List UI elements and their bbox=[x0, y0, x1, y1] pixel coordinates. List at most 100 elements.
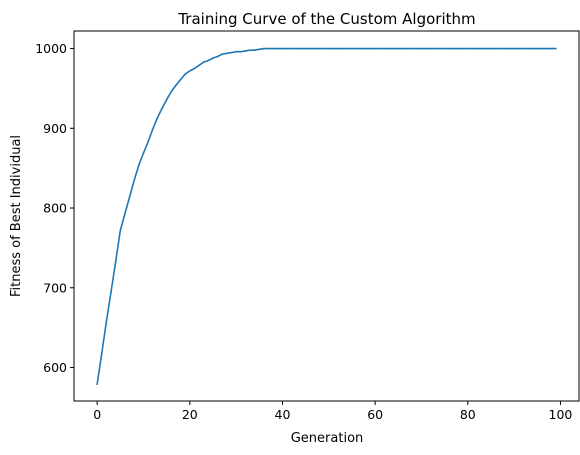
data-point bbox=[402, 47, 404, 50]
data-points bbox=[96, 47, 557, 386]
data-point bbox=[216, 55, 219, 58]
data-point bbox=[388, 47, 390, 50]
data-point bbox=[453, 47, 455, 50]
data-point bbox=[258, 48, 261, 51]
data-point bbox=[318, 47, 321, 50]
data-point bbox=[165, 98, 168, 101]
data-point bbox=[429, 47, 432, 50]
x-axis-ticks: 0 20 40 60 80 100 bbox=[93, 401, 572, 422]
data-point bbox=[105, 320, 108, 323]
data-point bbox=[138, 164, 140, 166]
data-point bbox=[290, 47, 293, 50]
data-point bbox=[499, 47, 502, 50]
data-point bbox=[323, 47, 325, 50]
data-point bbox=[235, 50, 237, 53]
y-tick-label: 1000 bbox=[35, 41, 67, 56]
data-point bbox=[462, 47, 464, 50]
data-point bbox=[253, 49, 256, 51]
data-point bbox=[443, 47, 446, 50]
data-point bbox=[397, 47, 400, 50]
data-point bbox=[369, 47, 372, 50]
data-point bbox=[96, 383, 98, 386]
data-point bbox=[406, 47, 409, 50]
y-tick-label: 900 bbox=[43, 121, 67, 136]
data-point bbox=[230, 51, 233, 54]
x-tick-label: 40 bbox=[275, 407, 291, 422]
y-axis-label: Fitness of Best Individual bbox=[9, 135, 24, 297]
data-point bbox=[300, 47, 302, 50]
y-tick-label: 600 bbox=[43, 360, 67, 375]
data-point bbox=[267, 47, 270, 50]
data-point bbox=[244, 50, 247, 52]
data-point bbox=[119, 229, 122, 232]
data-point bbox=[517, 47, 520, 50]
data-point bbox=[383, 47, 386, 50]
data-point bbox=[341, 47, 344, 50]
plot-frame bbox=[73, 30, 580, 402]
data-point bbox=[277, 47, 279, 50]
data-point bbox=[286, 47, 288, 50]
data-point bbox=[545, 47, 548, 50]
data-point bbox=[147, 141, 149, 143]
data-point bbox=[212, 57, 214, 59]
data-point bbox=[355, 47, 358, 50]
x-tick-label: 100 bbox=[549, 407, 573, 422]
data-point bbox=[346, 47, 349, 50]
data-point bbox=[490, 47, 492, 50]
data-point bbox=[480, 47, 483, 50]
data-point bbox=[541, 47, 543, 50]
x-tick-label: 0 bbox=[93, 407, 101, 422]
data-point bbox=[179, 78, 182, 81]
data-point bbox=[142, 152, 145, 154]
data-point bbox=[504, 47, 506, 50]
data-point bbox=[425, 47, 427, 50]
fitness-curve-line bbox=[96, 47, 557, 386]
data-point bbox=[485, 47, 488, 50]
data-point bbox=[133, 179, 136, 181]
y-tick-label: 800 bbox=[43, 201, 67, 216]
data-point bbox=[263, 47, 265, 50]
data-point bbox=[374, 47, 376, 50]
data-point bbox=[531, 47, 534, 50]
data-point bbox=[124, 212, 126, 215]
data-point bbox=[360, 47, 363, 50]
data-point bbox=[420, 47, 423, 50]
data-point bbox=[114, 260, 117, 263]
data-point bbox=[536, 47, 539, 50]
data-point bbox=[272, 47, 275, 50]
data-point bbox=[151, 128, 154, 130]
y-axis-ticks: 600 700 800 900 1000 bbox=[35, 41, 74, 375]
data-point bbox=[332, 47, 335, 50]
x-tick-label: 80 bbox=[460, 407, 476, 422]
data-point bbox=[198, 64, 200, 67]
data-point bbox=[328, 47, 330, 50]
data-point bbox=[110, 290, 112, 293]
data-point bbox=[226, 52, 228, 55]
data-point bbox=[522, 47, 525, 50]
data-point bbox=[202, 61, 205, 63]
data-point bbox=[309, 47, 312, 50]
data-point bbox=[448, 47, 451, 50]
data-point bbox=[550, 47, 552, 50]
y-tick-label: 700 bbox=[43, 280, 67, 295]
data-point bbox=[295, 47, 298, 50]
data-point bbox=[471, 47, 474, 50]
data-point bbox=[434, 47, 437, 50]
data-point bbox=[281, 47, 284, 50]
data-point bbox=[476, 47, 478, 50]
data-point bbox=[314, 47, 316, 50]
data-point bbox=[439, 47, 441, 50]
data-point bbox=[494, 47, 497, 50]
data-point bbox=[156, 117, 159, 119]
data-point bbox=[184, 73, 186, 75]
data-point bbox=[351, 47, 353, 50]
data-point bbox=[207, 59, 210, 62]
chart-title: Training Curve of the Custom Algorithm bbox=[177, 10, 475, 28]
data-point bbox=[467, 47, 469, 50]
data-point bbox=[161, 107, 163, 110]
data-point bbox=[193, 67, 196, 70]
data-point bbox=[221, 53, 224, 55]
data-point bbox=[189, 70, 191, 72]
data-point bbox=[508, 47, 511, 50]
